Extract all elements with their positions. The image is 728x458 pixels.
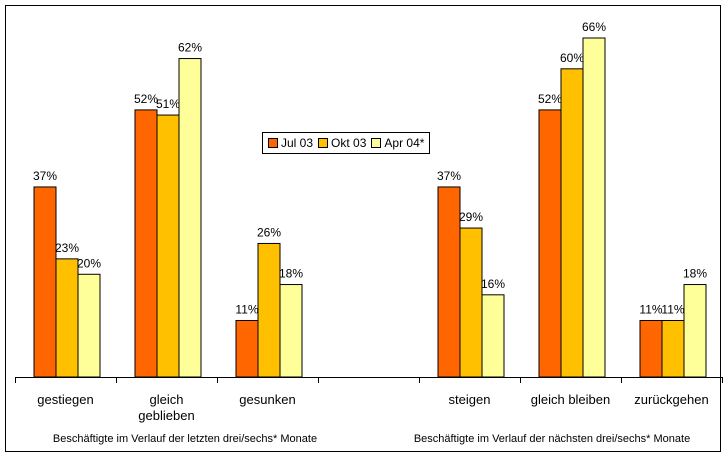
data-label-1-2: 62% xyxy=(178,41,202,55)
data-label-1-1: 51% xyxy=(156,97,180,111)
legend-label-jul03: Jul 03 xyxy=(281,136,314,150)
data-label-2-0: 11% xyxy=(235,303,258,317)
bar-1-2 xyxy=(178,58,202,378)
data-label-1-0: 52% xyxy=(134,92,158,106)
bar-0-1 xyxy=(55,258,79,378)
category-label-5: gleich bleiben xyxy=(531,392,611,407)
data-label-6-1: 11% xyxy=(661,303,684,317)
bar-0-0 xyxy=(33,186,57,378)
bar-5-0 xyxy=(538,109,562,378)
legend-item-apr04: Apr 04* xyxy=(371,136,424,150)
legend-label-okt03: Okt 03 xyxy=(331,136,367,150)
category-label-2: gesunken xyxy=(239,392,295,407)
category-label-0: gestiegen xyxy=(37,392,93,407)
data-label-2-1: 26% xyxy=(257,225,281,239)
group-label-1: Beschäftigte im Verlauf der nächsten dre… xyxy=(414,433,690,445)
bar-0-2 xyxy=(77,273,101,378)
legend: Jul 03 Okt 03 Apr 04* xyxy=(262,132,431,154)
legend-item-jul03: Jul 03 xyxy=(268,136,313,150)
bar-6-2 xyxy=(683,284,707,378)
data-label-5-1: 60% xyxy=(560,51,584,65)
bar-4-1 xyxy=(459,227,483,378)
data-label-5-0: 52% xyxy=(538,92,562,106)
bar-6-1 xyxy=(661,320,685,378)
data-label-0-0: 37% xyxy=(33,169,57,183)
category-label-4: steigen xyxy=(449,392,491,407)
legend-swatch-jul03 xyxy=(268,138,278,148)
data-label-0-2: 20% xyxy=(77,256,101,270)
bar-4-0 xyxy=(437,186,461,378)
category-label-1: geblieben xyxy=(138,408,194,423)
bar-2-1 xyxy=(257,242,281,378)
data-label-0-1: 23% xyxy=(55,241,79,255)
legend-swatch-okt03 xyxy=(318,138,329,148)
bar-2-2 xyxy=(279,284,303,378)
data-label-5-2: 66% xyxy=(582,20,606,34)
legend-swatch-apr04 xyxy=(371,138,382,148)
bar-6-0 xyxy=(639,320,663,378)
bar-4-2 xyxy=(481,294,505,378)
data-label-2-2: 18% xyxy=(279,267,303,281)
group-label-0: Beschäftigte im Verlauf der letzten drei… xyxy=(53,433,317,445)
legend-item-okt03: Okt 03 xyxy=(318,136,366,150)
data-label-6-0: 11% xyxy=(639,303,662,317)
bar-5-2 xyxy=(582,37,606,378)
data-label-4-1: 29% xyxy=(459,210,483,224)
category-label-6: zurückgehen xyxy=(634,392,708,407)
bar-2-0 xyxy=(235,320,259,378)
legend-label-apr04: Apr 04* xyxy=(384,136,425,150)
data-label-4-0: 37% xyxy=(437,169,461,183)
data-label-6-2: 18% xyxy=(683,267,707,281)
category-label-1: gleich xyxy=(150,392,184,407)
bar-1-0 xyxy=(134,109,158,378)
data-label-4-2: 16% xyxy=(481,277,505,291)
bar-5-1 xyxy=(560,68,584,378)
bar-1-1 xyxy=(156,114,180,378)
